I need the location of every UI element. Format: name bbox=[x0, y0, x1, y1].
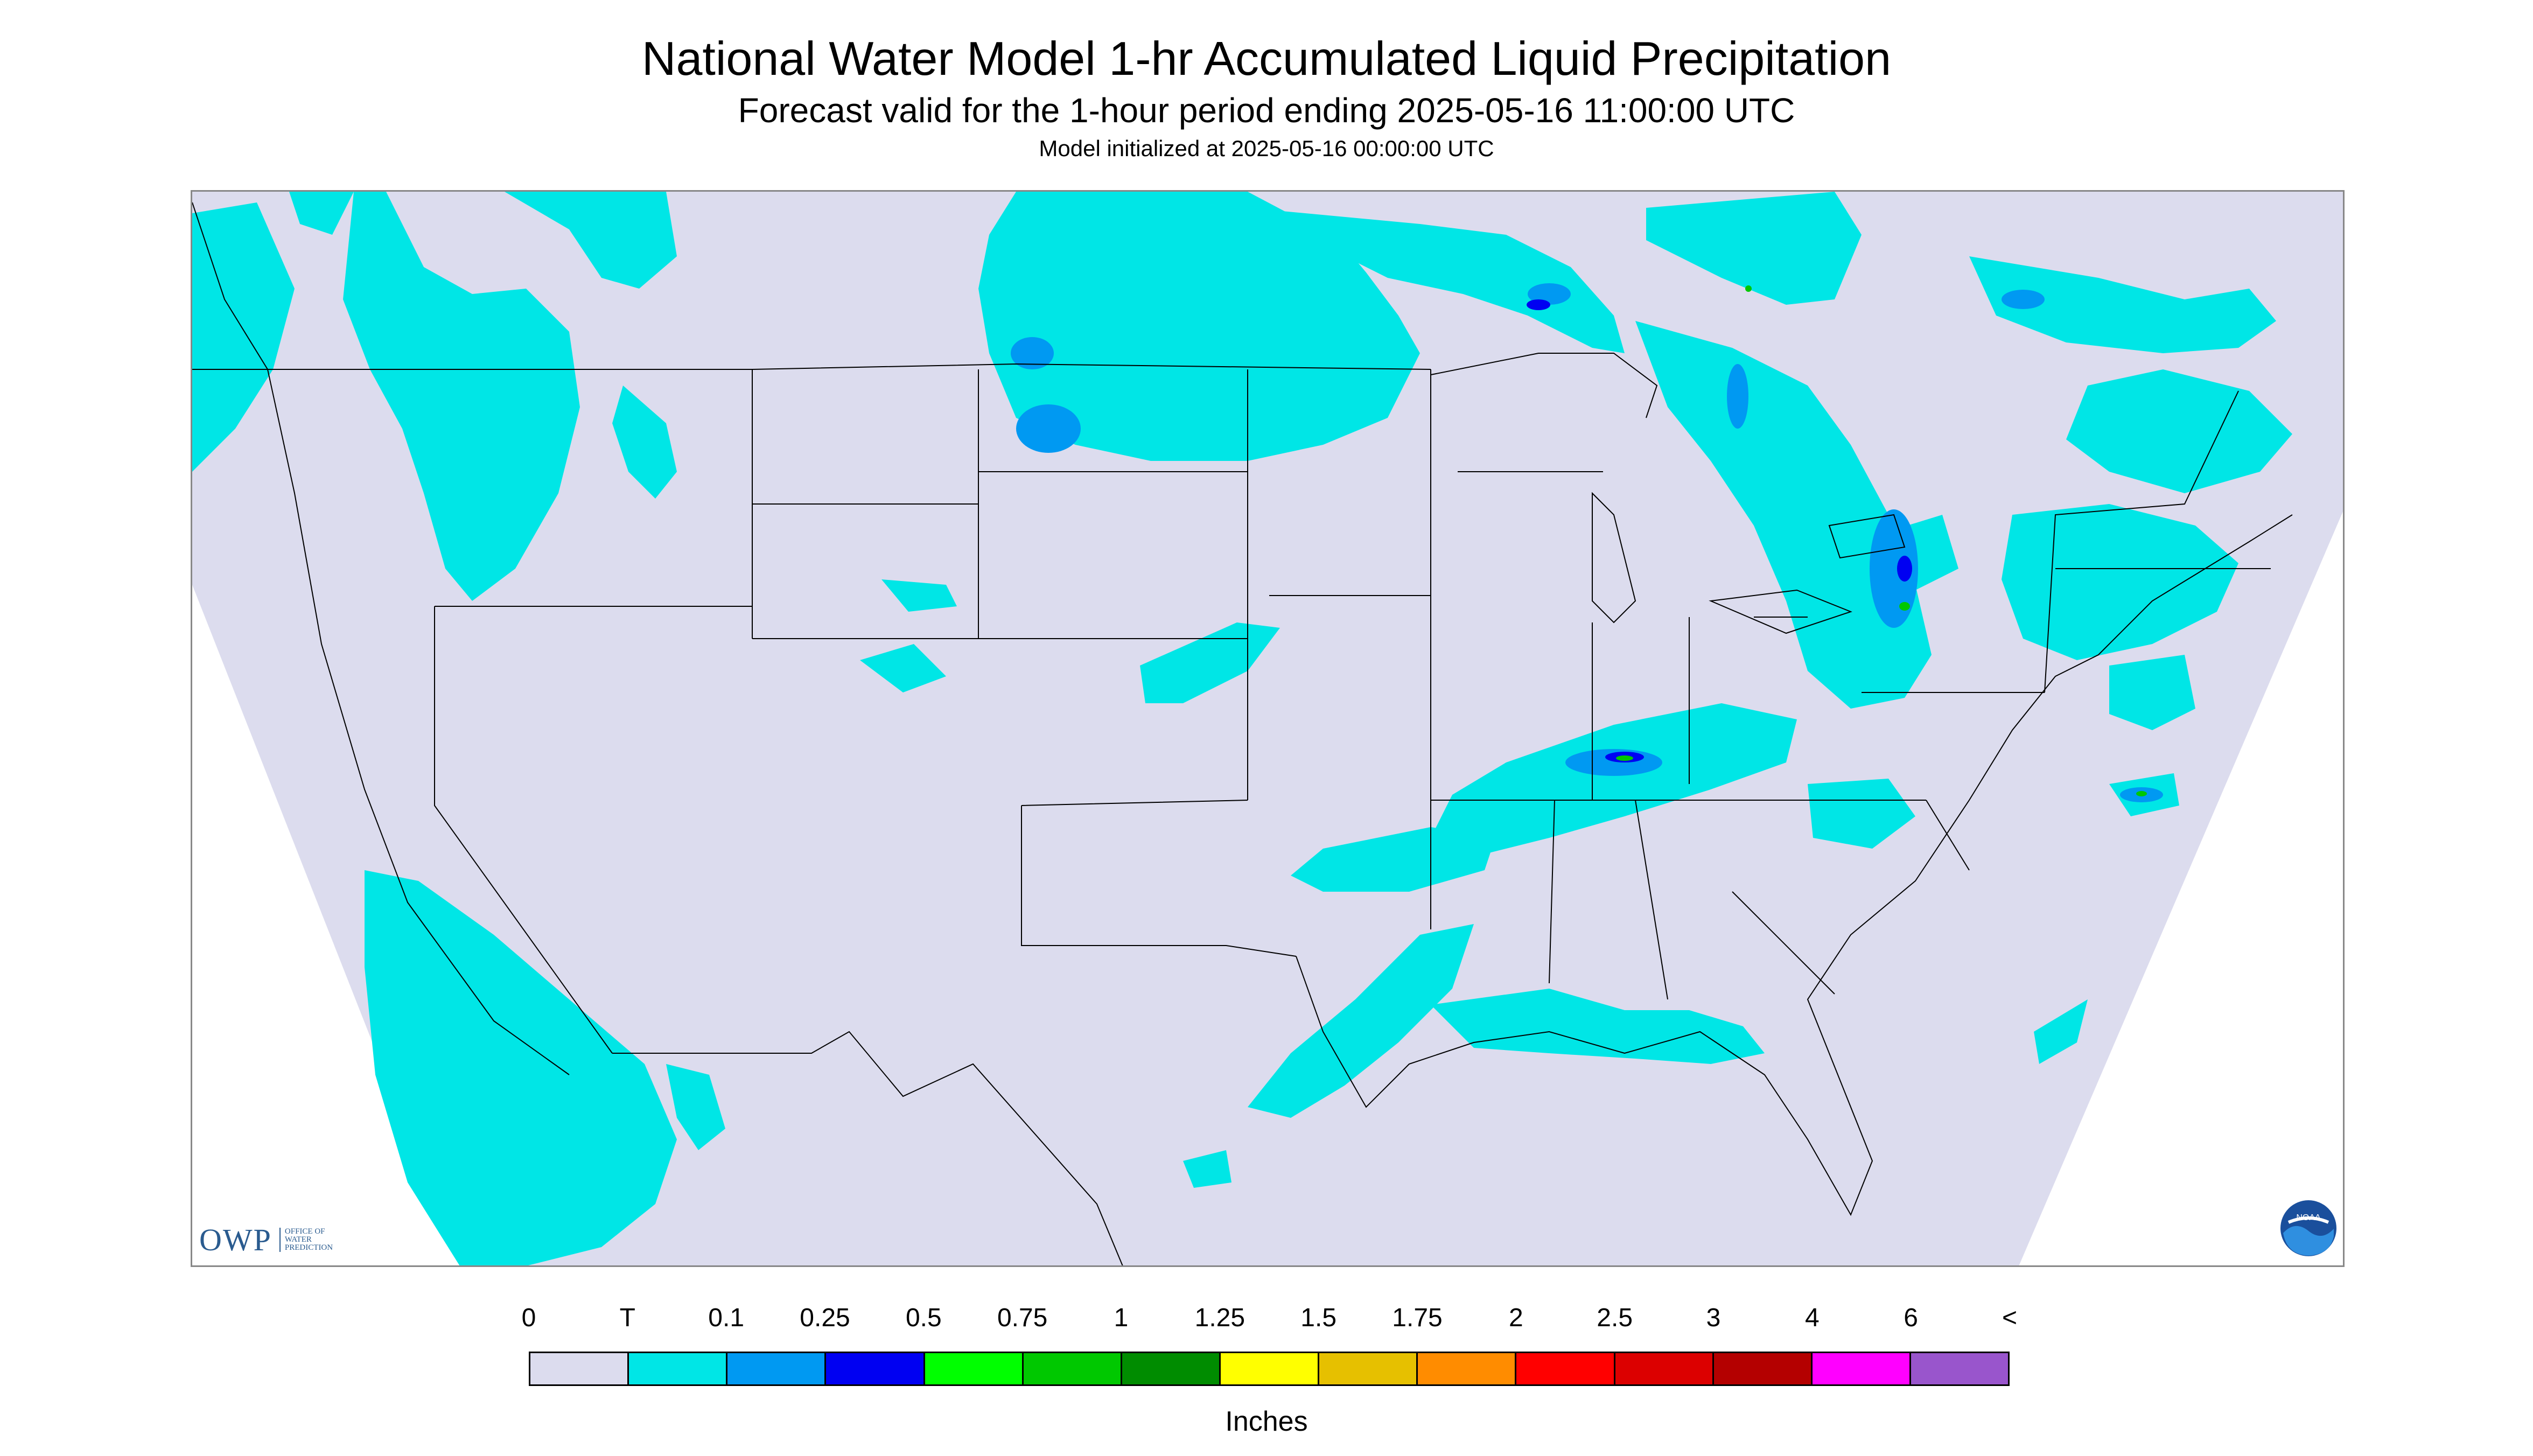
map-title: National Water Model 1-hr Accumulated Li… bbox=[641, 32, 1892, 85]
precipitation-map[interactable] bbox=[191, 190, 2345, 1267]
legend-tick-label: 3 bbox=[1706, 1304, 1721, 1332]
legend-colorbar bbox=[529, 1352, 2010, 1386]
legend-tick-label: 0.1 bbox=[708, 1304, 745, 1332]
noaa-logo-text: NOAA bbox=[2296, 1213, 2321, 1222]
legend-swatch bbox=[629, 1353, 728, 1384]
precip-trace-areas bbox=[192, 192, 2292, 1265]
legend-swatch bbox=[1615, 1353, 1714, 1384]
legend-swatch bbox=[925, 1353, 1024, 1384]
legend-tick-label: T bbox=[619, 1304, 635, 1332]
legend-tick-label: 0.5 bbox=[905, 1304, 942, 1332]
legend-tick-label: 1.5 bbox=[1300, 1304, 1337, 1332]
precip-moderate-cores bbox=[1527, 299, 1912, 762]
owp-logo-letters: OWP bbox=[199, 1222, 272, 1257]
owp-logo-subtitle: OFFICE OF WATER PREDICTION bbox=[279, 1227, 333, 1252]
noaa-logo: NOAA bbox=[2280, 1200, 2336, 1256]
legend-swatch bbox=[826, 1353, 925, 1384]
init-time-label: Model initialized at 2025-05-16 00:00:00… bbox=[1039, 136, 1494, 161]
legend-tick-label: 0.75 bbox=[997, 1304, 1048, 1332]
legend-tick-label: 0 bbox=[521, 1304, 536, 1332]
legend-swatch bbox=[1220, 1353, 1320, 1384]
map-subtitle: Forecast valid for the 1-hour period end… bbox=[738, 91, 1795, 130]
coastlines bbox=[192, 202, 2293, 1216]
political-borders bbox=[192, 363, 2271, 1265]
legend-swatch bbox=[1418, 1353, 1517, 1384]
legend-swatch bbox=[1122, 1353, 1221, 1384]
legend-swatch bbox=[1812, 1353, 1911, 1384]
legend-tick-label: < bbox=[2002, 1304, 2018, 1332]
legend-tick-label: 6 bbox=[1904, 1304, 1919, 1332]
legend-tick-label: 1.25 bbox=[1194, 1304, 1245, 1332]
legend-ticks: 0 T 0.1 0.25 0.5 0.75 1 1.25 1.5 1.75 2 2.5 3 4 6 < bbox=[0, 1303, 2533, 1335]
legend-swatch bbox=[1023, 1353, 1122, 1384]
legend-tick-label: 0.25 bbox=[800, 1304, 850, 1332]
legend-tick-label: 2 bbox=[1508, 1304, 1523, 1332]
precip-heavy-cores bbox=[1616, 285, 2147, 796]
legend-swatch bbox=[1713, 1353, 1813, 1384]
owp-sub-line: OFFICE OF bbox=[284, 1227, 325, 1236]
legend-tick-label: 1 bbox=[1114, 1304, 1129, 1332]
legend-tick-label: 1.75 bbox=[1392, 1304, 1443, 1332]
legend-swatch bbox=[530, 1353, 629, 1384]
legend-swatch bbox=[1911, 1353, 2009, 1384]
legend-tick-label: 2.5 bbox=[1597, 1304, 1633, 1332]
owp-sub-line: WATER bbox=[284, 1235, 312, 1244]
legend-swatch bbox=[1516, 1353, 1615, 1384]
owp-logo: OWP OFFICE OF WATER PREDICTION bbox=[199, 1218, 333, 1261]
legend-swatch bbox=[727, 1353, 827, 1384]
legend-units-label: Inches bbox=[1225, 1406, 1308, 1437]
owp-sub-line: PREDICTION bbox=[284, 1243, 333, 1252]
legend-tick-label: 4 bbox=[1804, 1304, 1820, 1332]
legend-swatch bbox=[1319, 1353, 1418, 1384]
